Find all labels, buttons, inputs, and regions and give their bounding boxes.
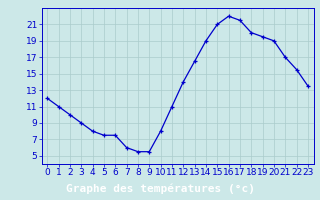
Text: Graphe des températures (°c): Graphe des températures (°c) [66,183,254,194]
